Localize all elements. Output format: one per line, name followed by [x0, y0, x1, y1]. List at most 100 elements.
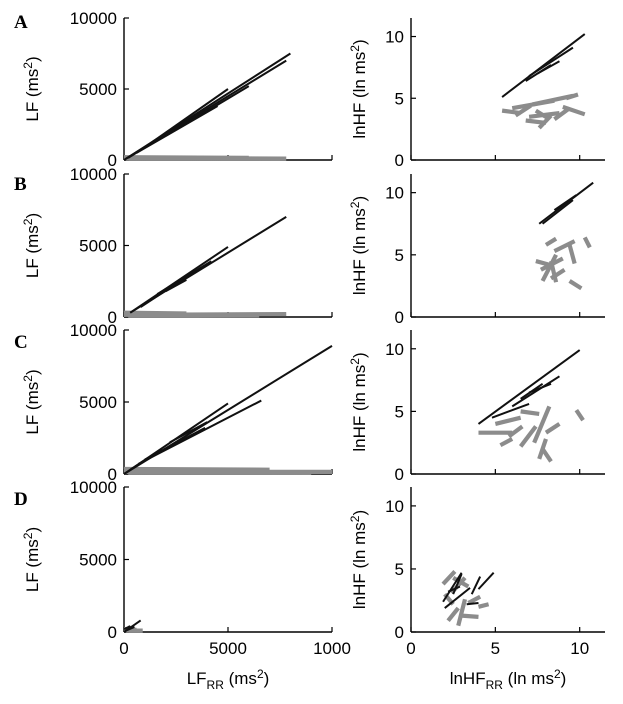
y-tick-label: 0	[395, 151, 404, 170]
y-tick-label: 5000	[79, 80, 117, 99]
gray-segment	[553, 106, 571, 121]
y-tick-label: 10000	[70, 478, 117, 497]
black-segment	[129, 448, 162, 471]
black-segment	[452, 573, 463, 595]
panel-letter-d: D	[14, 489, 28, 510]
black-segment	[444, 587, 471, 609]
black-segment	[541, 199, 574, 225]
black-segment	[169, 421, 208, 444]
y-tick-label: 10000	[70, 165, 117, 184]
y-tick-label: 5	[395, 402, 404, 421]
black-segment	[156, 260, 212, 295]
black-segment	[528, 46, 574, 77]
x-tick-label: 0	[406, 639, 415, 658]
panel-b-left-plot: 0 5000 10000 LF (ms2)	[21, 165, 333, 327]
panel-a-right-plot: 0 5 10 lnHF (ln ms2)	[348, 18, 605, 170]
gray-segment	[537, 114, 553, 130]
black-segment	[477, 572, 495, 590]
y-tick-label: 10	[385, 497, 404, 516]
y-tick-label: 5	[395, 246, 404, 265]
panel-a-left-plot: 0 5000 10000 LF (ms2)	[21, 9, 333, 170]
gray-segment	[540, 253, 558, 282]
gray-segment	[574, 408, 585, 422]
black-segment	[447, 585, 461, 593]
y-tick-label: 10000	[70, 321, 117, 340]
panel-d-right-plot: 0 5 10 0 5 10 lnHF (ln ms2) lnHFRR (ln ms2)	[348, 487, 605, 692]
gray-segment	[553, 239, 576, 253]
panel-c-right-plot: 0 5 10 lnHF (ln ms2)	[348, 330, 605, 484]
y-tick-label: 0	[108, 623, 117, 642]
y-tick-label: 0	[108, 308, 117, 327]
gray-segment	[544, 236, 558, 247]
x-tick-label: 5000	[209, 639, 247, 658]
gray-segment	[568, 279, 583, 291]
y-tick-label: 0	[395, 308, 404, 327]
y-tick-label: 10	[385, 28, 404, 47]
gray-segment	[567, 244, 577, 265]
black-segment	[442, 572, 463, 603]
y-tick-label: 10000	[70, 9, 117, 28]
x-axis-label: lnHFRR (ln ms2)	[450, 667, 567, 692]
y-tick-label: 10	[385, 184, 404, 203]
black-segment	[501, 33, 586, 98]
gray-segment	[477, 602, 490, 609]
gray-segment	[123, 310, 187, 316]
gray-segment	[456, 598, 468, 627]
y-axis-label: LF (ms2)	[21, 527, 42, 592]
y-axis-label: LF (ms2)	[21, 56, 42, 121]
gray-segment	[540, 447, 553, 463]
y-axis-label: lnHF (ln ms2)	[348, 510, 369, 609]
y-tick-label: 5	[395, 89, 404, 108]
panel-b-right-plot: 0 5 10 lnHF (ln ms2)	[348, 174, 605, 327]
y-axis-label: lnHF (ln ms2)	[348, 352, 369, 451]
black-segment	[525, 64, 552, 82]
x-tick-label: 0	[119, 639, 128, 658]
black-segment	[123, 625, 131, 631]
gray-segment	[499, 437, 514, 448]
black-segment	[477, 349, 581, 425]
gray-segment	[544, 422, 561, 435]
y-tick-label: 5000	[79, 393, 117, 412]
y-tick-label: 5000	[79, 237, 117, 256]
y-tick-label: 0	[108, 465, 117, 484]
y-axis-label: lnHF (ln ms2)	[348, 39, 369, 138]
gray-segment	[441, 570, 457, 586]
y-axis-label: lnHF (ln ms2)	[348, 196, 369, 295]
panel-d-left-plot: 0 5000 10000 0 5000 1000 LF (ms2) LFRR (ms2)	[21, 478, 351, 692]
gray-segment	[532, 405, 552, 444]
gray-segment	[467, 594, 482, 605]
gray-segment	[452, 575, 470, 589]
black-segment	[520, 383, 544, 400]
black-segment	[138, 399, 262, 465]
gray-segment	[548, 260, 559, 283]
gray-segment	[494, 415, 522, 426]
gray-segment	[582, 236, 592, 249]
black-segment	[466, 602, 479, 606]
gray-segment	[535, 259, 550, 267]
black-segment	[144, 88, 229, 149]
black-segment	[140, 278, 183, 308]
x-tick-label: 5	[491, 639, 500, 658]
black-segment	[491, 402, 530, 419]
x-tick-label: 1000	[313, 639, 351, 658]
gray-segment	[518, 425, 538, 448]
y-tick-label: 0	[108, 151, 117, 170]
y-tick-label: 10	[385, 340, 404, 359]
x-axis-label: LFRR (ms2)	[187, 667, 270, 692]
gray-segment	[565, 92, 579, 101]
gray-segment	[507, 424, 524, 439]
black-segment	[127, 120, 187, 159]
black-segment	[511, 375, 560, 408]
x-tick-label: 10	[570, 639, 589, 658]
panel-letter-a: A	[14, 12, 28, 33]
y-tick-label: 5000	[79, 551, 117, 570]
y-tick-label: 0	[395, 623, 404, 642]
y-axis-label: LF (ms2)	[21, 369, 42, 434]
gray-segment	[123, 466, 270, 472]
gray-segment	[446, 606, 460, 622]
y-axis-label: LF (ms2)	[21, 213, 42, 278]
panel-letter-b: B	[14, 174, 27, 195]
y-tick-label: 0	[395, 465, 404, 484]
panel-c-left-plot: 0 5000 10000 LF (ms2)	[21, 321, 333, 484]
